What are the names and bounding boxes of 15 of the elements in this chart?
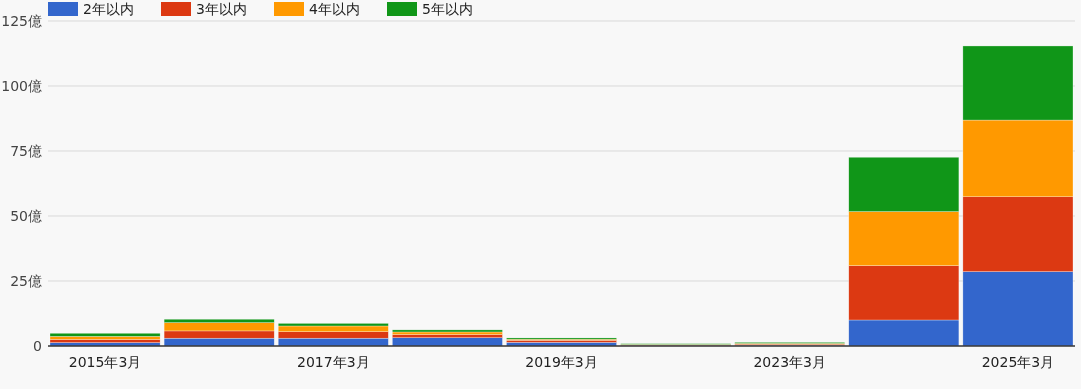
legend-label: 5年以内	[422, 1, 473, 17]
x-tick-label: 2017年3月	[297, 354, 370, 370]
x-tick-label: 2025年3月	[981, 354, 1055, 370]
legend-label: 2年以内	[83, 1, 134, 17]
y-tick-label: 100億	[1, 78, 42, 94]
x-tick-label: 2023年3月	[753, 354, 826, 370]
legend-label: 4年以内	[309, 1, 360, 17]
legend-label: 3年以内	[196, 1, 247, 17]
y-tick-label: 125億	[1, 13, 42, 29]
x-tick-label: 2015年3月	[68, 354, 142, 370]
y-tick-label: 50億	[10, 208, 42, 224]
x-tick-label: 2019年3月	[525, 354, 598, 370]
y-tick-label: 75億	[10, 143, 42, 159]
y-tick-label: 0	[33, 338, 42, 354]
y-tick-label: 25億	[10, 273, 42, 289]
